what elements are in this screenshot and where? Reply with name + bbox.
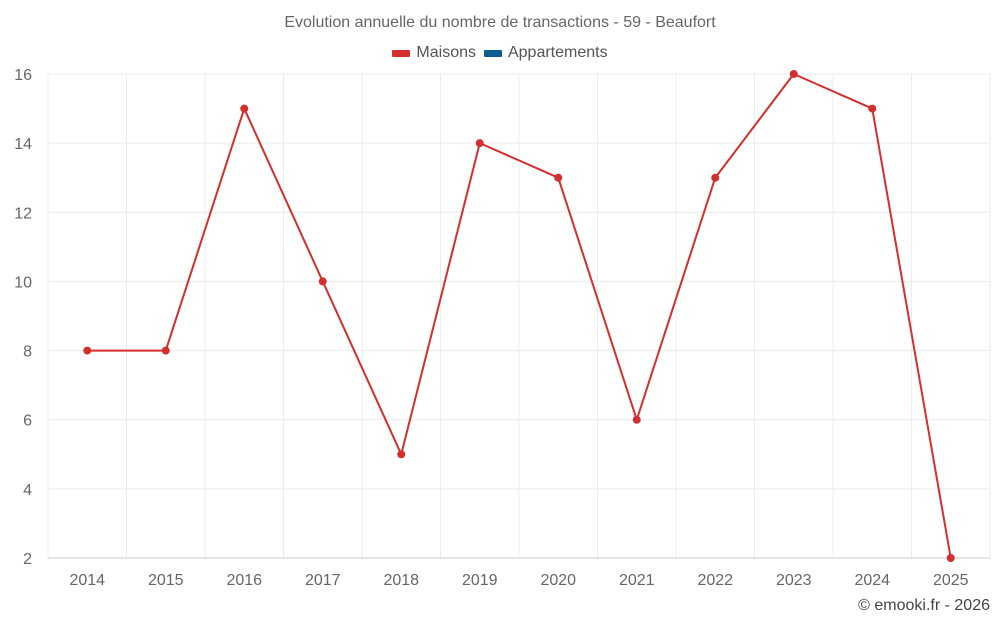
- x-tick-label: 2020: [540, 572, 576, 589]
- y-tick-label: 8: [23, 344, 32, 361]
- y-tick-label: 10: [14, 274, 32, 291]
- legend-swatch-appartements: [483, 49, 502, 57]
- x-tick-label: 2024: [854, 572, 890, 589]
- data-point-maisons: [868, 104, 877, 113]
- chart-title: Evolution annuelle du nombre de transact…: [284, 14, 716, 31]
- data-point-maisons: [240, 104, 249, 113]
- data-point-maisons: [475, 139, 484, 148]
- x-tick-label: 2014: [69, 572, 105, 589]
- x-tick-label: 2022: [697, 572, 733, 589]
- data-point-maisons: [946, 554, 955, 562]
- y-tick-label: 4: [23, 482, 32, 499]
- x-tick-label: 2017: [305, 572, 341, 589]
- x-tick-label: 2016: [226, 572, 262, 589]
- y-tick-label: 16: [14, 67, 32, 84]
- data-point-maisons: [318, 277, 327, 286]
- data-point-maisons: [789, 70, 798, 78]
- x-tick-label: 2025: [933, 572, 969, 589]
- data-point-maisons: [711, 173, 720, 182]
- legend-label-appartements: Appartements: [507, 44, 608, 61]
- legend-item-maisons[interactable]: Maisons: [392, 44, 476, 62]
- data-point-maisons: [83, 346, 92, 355]
- legend-swatch-maisons: [392, 49, 411, 57]
- chart-legend: Maisons Appartements: [0, 44, 1000, 62]
- credit-text: © emooki.fr - 2026: [858, 597, 990, 614]
- data-point-maisons: [632, 415, 641, 424]
- y-tick-label: 2: [23, 551, 32, 568]
- data-point-maisons: [397, 450, 406, 459]
- data-point-maisons: [161, 346, 170, 355]
- x-tick-label: 2015: [148, 572, 184, 589]
- series-line-maisons: [87, 73, 952, 559]
- y-tick-label: 14: [14, 136, 32, 153]
- x-tick-label: 2018: [383, 572, 419, 589]
- y-tick-label: 6: [23, 413, 32, 430]
- data-point-maisons: [554, 173, 563, 182]
- x-tick-label: 2019: [462, 572, 498, 589]
- legend-item-appartements[interactable]: Appartements: [483, 44, 608, 62]
- x-tick-label: 2023: [776, 572, 812, 589]
- x-tick-label: 2021: [619, 572, 655, 589]
- y-tick-label: 12: [14, 205, 32, 222]
- legend-label-maisons: Maisons: [416, 44, 476, 61]
